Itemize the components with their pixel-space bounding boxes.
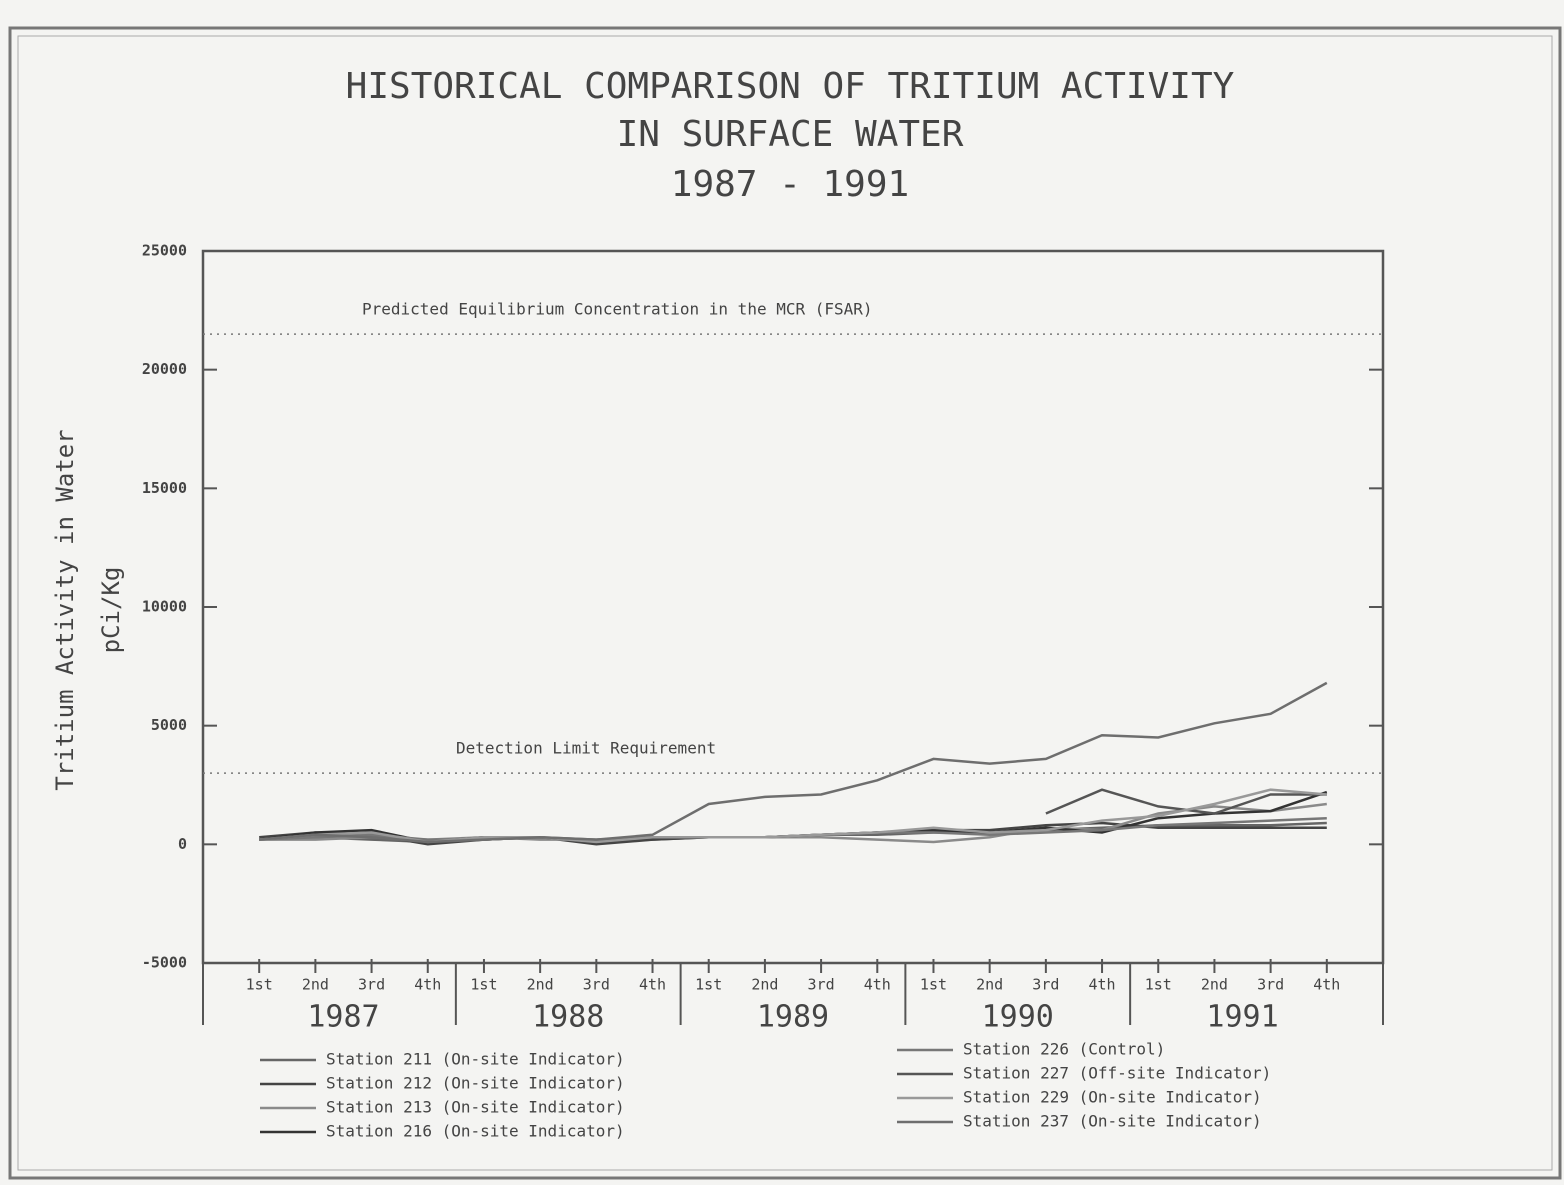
y-tick-label: 0 [178, 835, 187, 853]
x-tick-label: 1st [470, 976, 497, 994]
frame-inner [17, 35, 1553, 1171]
x-tick-label: 4th [1089, 976, 1116, 994]
frame [8, 26, 1562, 1180]
x-tick-label: 1st [246, 976, 273, 994]
y-tick-label: -5000 [142, 954, 187, 972]
plot-area [201, 249, 1385, 965]
chart-title: 1987 - 1991 [671, 164, 909, 205]
y-tick-label: 15000 [142, 479, 187, 497]
year-label: 1990 [982, 1000, 1054, 1035]
legend-label: Station 227 (Off-site Indicator) [963, 1064, 1271, 1083]
x-tick-label: 2nd [751, 976, 778, 994]
y-tick-label: 25000 [142, 242, 187, 260]
x-tick-label: 2nd [1201, 976, 1228, 994]
x-tick-label: 4th [1313, 976, 1340, 994]
x-tick-label: 1st [1145, 976, 1172, 994]
y-tick-label: 5000 [151, 716, 187, 734]
x-tick-label: 2nd [302, 976, 329, 994]
chart-title: IN SURFACE WATER [617, 114, 964, 155]
series-line [259, 681, 1328, 844]
year-label: 1987 [307, 1000, 379, 1035]
x-tick-label: 1st [695, 976, 722, 994]
x-tick-label: 4th [414, 976, 441, 994]
legend-label: Station 229 (On-site Indicator) [963, 1088, 1262, 1107]
reference-label: Predicted Equilibrium Concentration in t… [362, 300, 873, 319]
x-tick-label: 4th [864, 976, 891, 994]
x-tick-label: 2nd [976, 976, 1003, 994]
legend-label: Station 216 (On-site Indicator) [326, 1122, 625, 1141]
x-tick-label: 3rd [1257, 976, 1284, 994]
year-label: 1989 [757, 1000, 829, 1035]
legend-label: Station 211 (On-site Indicator) [326, 1050, 625, 1069]
x-tick-label: 3rd [358, 976, 385, 994]
legend-label: Station 226 (Control) [963, 1040, 1165, 1059]
y-axis-label: pCi/Kg [97, 567, 125, 654]
legend-label: Station 212 (On-site Indicator) [326, 1074, 625, 1093]
x-tick-label: 3rd [808, 976, 835, 994]
year-label: 1991 [1206, 1000, 1278, 1035]
x-tick-label: 1st [920, 976, 947, 994]
year-label: 1988 [532, 1000, 604, 1035]
series-line [259, 788, 1327, 844]
x-tick-label: 4th [639, 976, 666, 994]
legend-label: Station 213 (On-site Indicator) [326, 1098, 625, 1117]
y-tick-label: 10000 [142, 598, 187, 616]
y-tick-label: 20000 [142, 360, 187, 378]
x-tick-label: 3rd [583, 976, 610, 994]
legend-label: Station 237 (On-site Indicator) [963, 1112, 1262, 1131]
y-axis-label: Tritium Activity in Water [51, 429, 79, 790]
reference-label: Detection Limit Requirement [456, 739, 716, 758]
x-tick-label: 3rd [1032, 976, 1059, 994]
series-line [259, 790, 1328, 844]
x-tick-label: 2nd [527, 976, 554, 994]
chart-title: HISTORICAL COMPARISON OF TRITIUM ACTIVIT… [346, 66, 1235, 107]
